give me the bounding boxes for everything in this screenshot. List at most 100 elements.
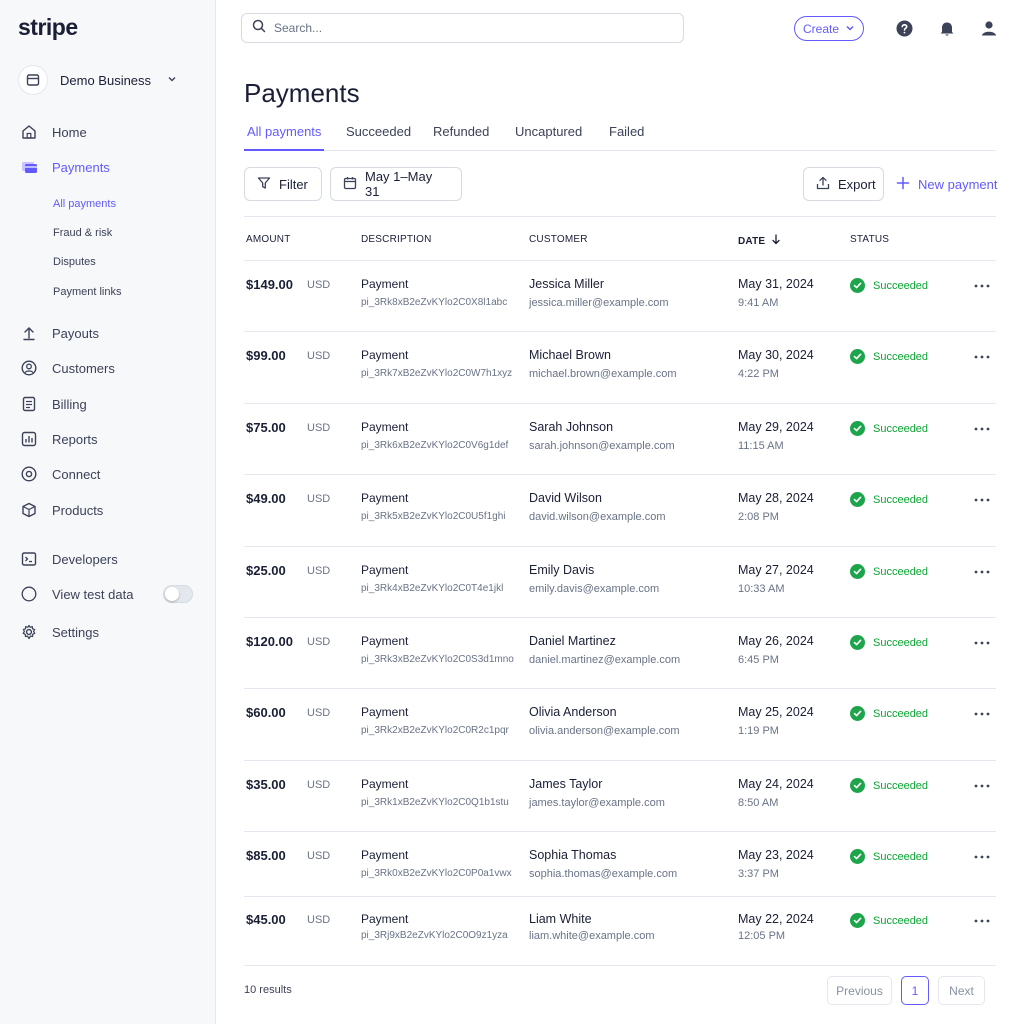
check-circle-icon [850,706,865,721]
customer-name[interactable]: Michael Brown [529,348,611,362]
customer-name[interactable]: James Taylor [529,777,603,791]
new-payment-button[interactable]: New payment [896,173,997,195]
stripe-logo[interactable]: stripe [18,14,78,40]
tab-uncaptured[interactable]: Uncaptured [515,124,583,139]
payment-amount: $49.00 [246,491,286,506]
payment-time: 11:15 AM [738,440,784,452]
previous-page-button[interactable]: Previous [827,976,892,1005]
customer-name[interactable]: Daniel Martinez [529,634,616,648]
more-actions-icon[interactable] [974,275,990,293]
payment-amount: $75.00 [246,420,286,435]
status-badge: Succeeded [850,492,928,507]
sidebar-subitem-payment-links[interactable]: Payment links [53,286,122,298]
customer-name[interactable]: Sarah Johnson [529,420,614,434]
tab-refunded[interactable]: Refunded [433,124,490,139]
table-row[interactable]: $85.00 USD Payment pi_3Rk0xB2eZvKYlo2C0P0a1… [244,832,996,897]
payment-id: pi_3Rk6xB2eZvKYlo2C0V6g1def [361,440,509,451]
filter-button[interactable]: Filter [244,167,322,201]
more-actions-icon[interactable] [974,489,990,507]
customer-email: sarah.johnson@example.com [529,440,675,452]
customer-email: david.wilson@example.com [529,511,666,523]
more-actions-icon[interactable] [974,910,990,928]
table-row[interactable]: $35.00 USD Payment pi_3Rk1xB2eZvKYlo2C0Q1b1… [244,761,996,832]
business-name: Demo Business [60,72,152,88]
column-header-customer[interactable]: CUSTOMER [529,234,588,245]
connect-icon [20,465,38,483]
bell-icon[interactable] [937,18,957,38]
sidebar-item-payments[interactable]: Payments [20,156,110,178]
status-badge: Succeeded [850,778,928,793]
more-actions-icon[interactable] [974,418,990,436]
more-actions-icon[interactable] [974,846,990,864]
tab-succeeded[interactable]: Succeeded [346,124,412,139]
more-actions-icon[interactable] [974,775,990,793]
column-header-description[interactable]: DESCRIPTION [361,234,432,245]
create-label: Create [802,21,840,36]
more-actions-icon[interactable] [974,561,990,579]
next-page-button[interactable]: Next [938,976,985,1005]
table-row[interactable]: $45.00 USD Payment pi_3Rj9xB2eZvKYlo2C0O9z1… [244,897,996,966]
sidebar-item-payouts[interactable]: Payouts [20,322,99,344]
tab-failed[interactable]: Failed [609,124,645,139]
customer-name[interactable]: Jessica Miller [529,277,605,291]
page-1-button[interactable]: 1 [901,976,929,1005]
more-actions-icon[interactable] [974,346,990,364]
sidebar-item-settings[interactable]: Settings [20,621,99,643]
payment-amount: $25.00 [246,563,286,578]
sidebar: stripe Demo Business Home Payments All p… [0,0,216,1024]
business-switcher[interactable]: Demo Business [18,64,177,96]
payment-description: Payment [361,420,409,434]
more-actions-icon[interactable] [974,703,990,721]
sidebar-item-connect[interactable]: Connect [20,463,100,485]
customer-name[interactable]: Liam White [529,912,592,926]
payment-id: pi_3Rk0xB2eZvKYlo2C0P0a1vwx [361,868,512,879]
table-row[interactable]: $60.00 USD Payment pi_3Rk2xB2eZvKYlo2C0R2c1… [244,689,996,761]
create-button[interactable]: Create [794,16,864,41]
sidebar-item-customers[interactable]: Customers [20,357,115,379]
sidebar-item-label: Settings [52,624,99,640]
sidebar-subitem-all-payments[interactable]: All payments [53,198,116,210]
payment-amount: $35.00 [246,777,286,792]
customer-name[interactable]: David Wilson [529,491,602,505]
payment-currency: USD [307,779,331,791]
table-row[interactable]: $99.00 USD Payment pi_3Rk7xB2eZvKYlo2C0W7h1… [244,332,996,404]
test-data-toggle[interactable] [163,585,193,603]
table-row[interactable]: $49.00 USD Payment pi_3Rk5xB2eZvKYlo2C0U5f1… [244,475,996,547]
search-input[interactable] [274,21,654,35]
export-button[interactable]: Export [803,167,884,201]
chevron-down-icon [845,22,855,36]
sidebar-item-view-test-data: View test data [20,583,133,605]
search-bar[interactable] [241,13,684,43]
date-range-button[interactable]: May 1–May 31 [330,167,462,201]
table-row[interactable]: $120.00 USD Payment pi_3Rk3xB2eZvKYlo2C0S3d… [244,618,996,689]
table-row[interactable]: $25.00 USD Payment pi_3Rk4xB2eZvKYlo2C0T4e1… [244,547,996,618]
column-header-status[interactable]: STATUS [850,234,890,245]
tab-all-payments[interactable]: All payments [247,124,321,139]
sidebar-subitem-disputes[interactable]: Disputes [53,256,96,268]
payment-description: Payment [361,348,409,362]
tab-label: All payments [247,124,322,139]
customer-name[interactable]: Olivia Anderson [529,705,617,719]
column-header-date[interactable]: DATE [738,234,781,248]
more-actions-icon[interactable] [974,632,990,650]
payment-amount: $60.00 [246,705,286,720]
export-icon [816,176,830,193]
help-icon[interactable] [894,18,914,38]
sidebar-subitem-fraud-risk[interactable]: Fraud & risk [53,227,113,239]
check-circle-icon [850,421,865,436]
table-row[interactable]: $149.00 USD Payment pi_3Rk8xB2eZvKYlo2C0X8l… [244,261,996,332]
customer-name[interactable]: Sophia Thomas [529,848,617,862]
new-payment-label: New payment [918,176,998,192]
sidebar-item-reports[interactable]: Reports [20,428,98,450]
customer-name[interactable]: Emily Davis [529,563,595,577]
user-icon[interactable] [979,18,999,38]
sidebar-item-billing[interactable]: Billing [20,393,87,415]
column-header-amount[interactable]: AMOUNT [246,234,291,245]
sidebar-item-developers[interactable]: Developers [20,548,118,570]
payment-id: pi_3Rk5xB2eZvKYlo2C0U5f1ghi [361,511,506,522]
status-label: Succeeded [873,279,929,292]
table-row[interactable]: $75.00 USD Payment pi_3Rk6xB2eZvKYlo2C0V6g1… [244,404,996,475]
results-count: 10 results [244,984,292,996]
sidebar-item-products[interactable]: Products [20,499,103,521]
sidebar-item-home[interactable]: Home [20,121,87,143]
